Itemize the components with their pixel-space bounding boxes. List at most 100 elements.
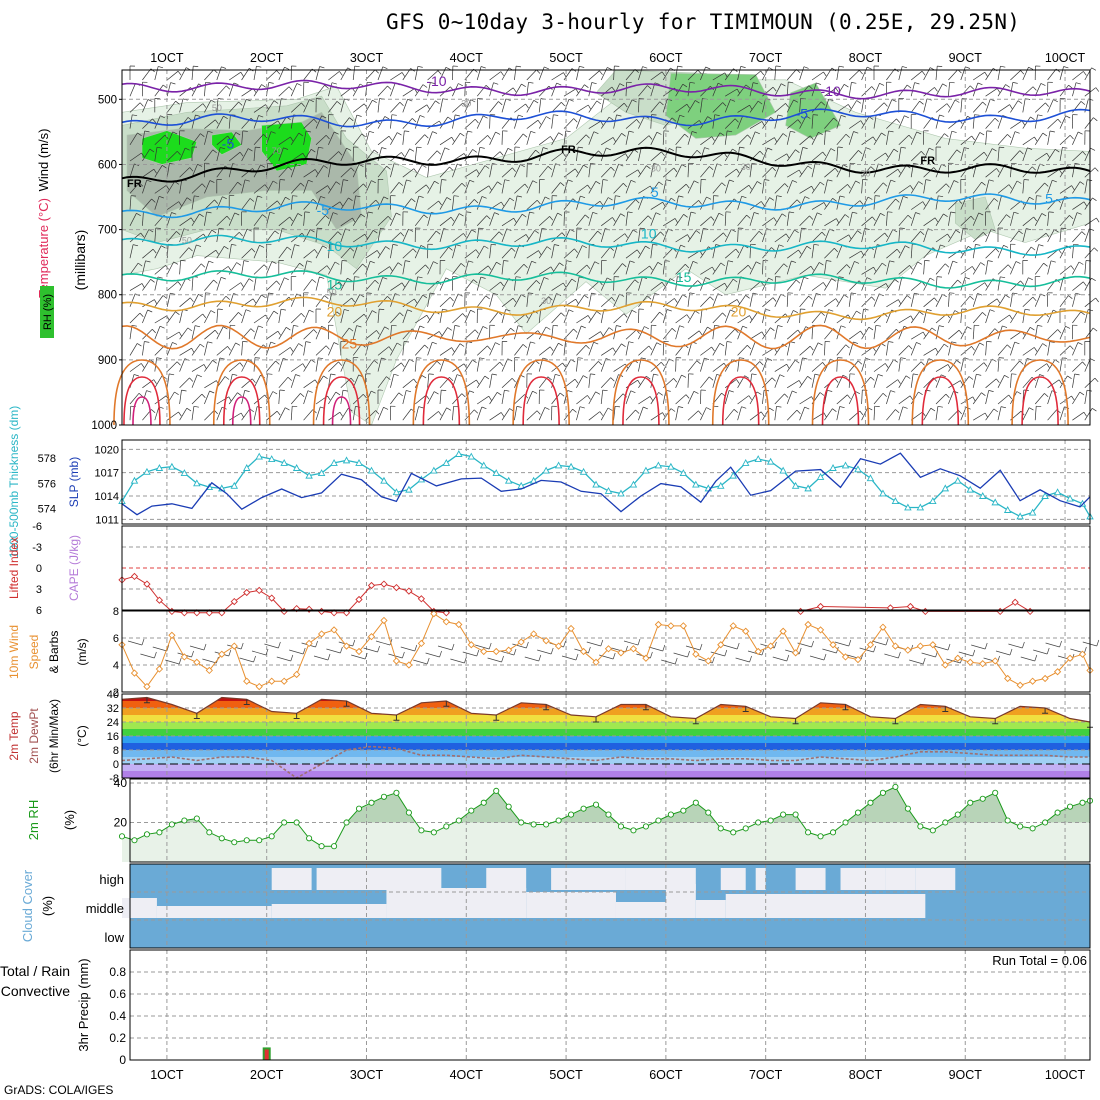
wind-barb — [1022, 116, 1031, 129]
x-tick-label-top: 6OCT — [649, 51, 683, 65]
wind-barb-flag — [981, 392, 986, 396]
wind-barb-flag — [293, 325, 299, 327]
wind-barb — [204, 131, 209, 145]
wind-barb — [129, 393, 140, 405]
wind-barb-flag — [710, 216, 715, 221]
wind-barb-flag — [1073, 243, 1079, 246]
wind-barb-flag — [969, 85, 975, 90]
wind-barb-flag — [947, 364, 951, 369]
wind-barb-flag — [209, 180, 215, 183]
wind-barb-flag — [277, 120, 281, 126]
wind-barb — [326, 648, 341, 654]
wind-barb-flag — [582, 245, 587, 249]
wind-barb — [861, 98, 865, 113]
wind-barb — [824, 390, 828, 405]
wind-barb — [266, 100, 275, 113]
isotherm-40 — [231, 396, 252, 426]
wind-barb-flag — [781, 213, 787, 217]
wind-barb-flag — [606, 147, 611, 151]
wind-barb — [1010, 70, 1021, 81]
wind-barb — [910, 131, 918, 145]
wind-barb — [972, 244, 976, 259]
wind-barb-flag — [223, 326, 228, 330]
wind-barb-flag — [381, 147, 387, 150]
wind-barb-flag — [327, 395, 331, 401]
wind-barb-flag — [458, 83, 463, 87]
wind-barb — [402, 118, 413, 129]
wind-barb-flag — [1024, 308, 1030, 311]
wind-barb-flag — [287, 376, 292, 381]
wind-barb-flag — [1029, 407, 1034, 411]
wind-barb — [315, 196, 321, 210]
wind-barb-flag — [554, 244, 560, 246]
wind-barb — [935, 164, 942, 178]
wind-barb — [724, 390, 730, 405]
wind-barb — [266, 391, 274, 405]
data-point — [442, 618, 450, 626]
wind-barb — [427, 131, 433, 145]
wind-barb-flag — [500, 71, 504, 76]
wind-barb-flag — [298, 343, 303, 347]
wind-barb-flag — [258, 115, 264, 118]
wind-barb-flag — [795, 149, 800, 153]
data-point — [130, 669, 139, 677]
wind-barb — [712, 182, 723, 194]
data-point — [305, 639, 313, 648]
wind-barb — [600, 86, 613, 97]
wind-barb-flag — [426, 104, 430, 110]
wind-barb — [749, 121, 763, 129]
data-point — [642, 466, 650, 474]
wind-barb — [328, 101, 338, 113]
wind-barb — [452, 133, 461, 145]
wind-barb-flag — [534, 230, 539, 234]
wind-barb — [142, 68, 152, 81]
wind-barb — [762, 377, 773, 389]
wind-barb — [824, 130, 826, 145]
wind-barb — [452, 65, 454, 81]
wind-barb — [700, 166, 710, 178]
wind-barb — [948, 229, 957, 243]
data-point — [168, 631, 176, 639]
wind-barb — [514, 325, 519, 340]
wind-barb-flag — [273, 310, 279, 315]
wind-barb — [241, 341, 243, 356]
wind-barb — [526, 199, 538, 210]
data-point — [218, 650, 226, 658]
wind-barb — [228, 101, 239, 113]
data-point — [767, 642, 775, 650]
wind-barb — [129, 312, 141, 324]
wind-barb-flag — [488, 642, 492, 650]
wind-barb-flag — [558, 342, 563, 347]
cloud-clear-middle — [122, 898, 157, 918]
wind-barb — [414, 394, 427, 405]
wind-barb — [551, 72, 564, 81]
wind-barb-flag — [562, 362, 566, 368]
wind-barb-flag — [425, 264, 429, 269]
wind-barb-flag — [157, 276, 163, 279]
wind-barb — [129, 283, 143, 291]
wind-barb-flag — [450, 216, 455, 222]
wind-barb — [476, 135, 488, 146]
data-point — [816, 602, 825, 611]
wind-barb — [390, 82, 396, 97]
wind-barb-flag — [476, 649, 480, 657]
wind-barb-flag — [616, 325, 622, 327]
wind-barb — [290, 102, 302, 113]
wind-barb — [1072, 201, 1085, 210]
wind-barb — [824, 148, 832, 162]
data-point — [966, 485, 975, 493]
y-tick-label: 32 — [107, 703, 119, 715]
wind-barb — [650, 231, 661, 243]
wind-barb-flag — [280, 308, 286, 311]
wind-barb — [625, 279, 636, 291]
wind-barb-flag — [209, 390, 215, 394]
wind-barb-flag — [360, 213, 366, 218]
wind-barb-flag — [960, 380, 964, 386]
data-point — [518, 819, 525, 826]
wind-barb — [910, 293, 915, 307]
wind-barb-flag — [777, 325, 783, 328]
cloud-clear-high — [551, 868, 626, 890]
wind-barb — [524, 656, 539, 662]
wind-barb — [650, 412, 663, 421]
wind-barb — [811, 132, 819, 145]
